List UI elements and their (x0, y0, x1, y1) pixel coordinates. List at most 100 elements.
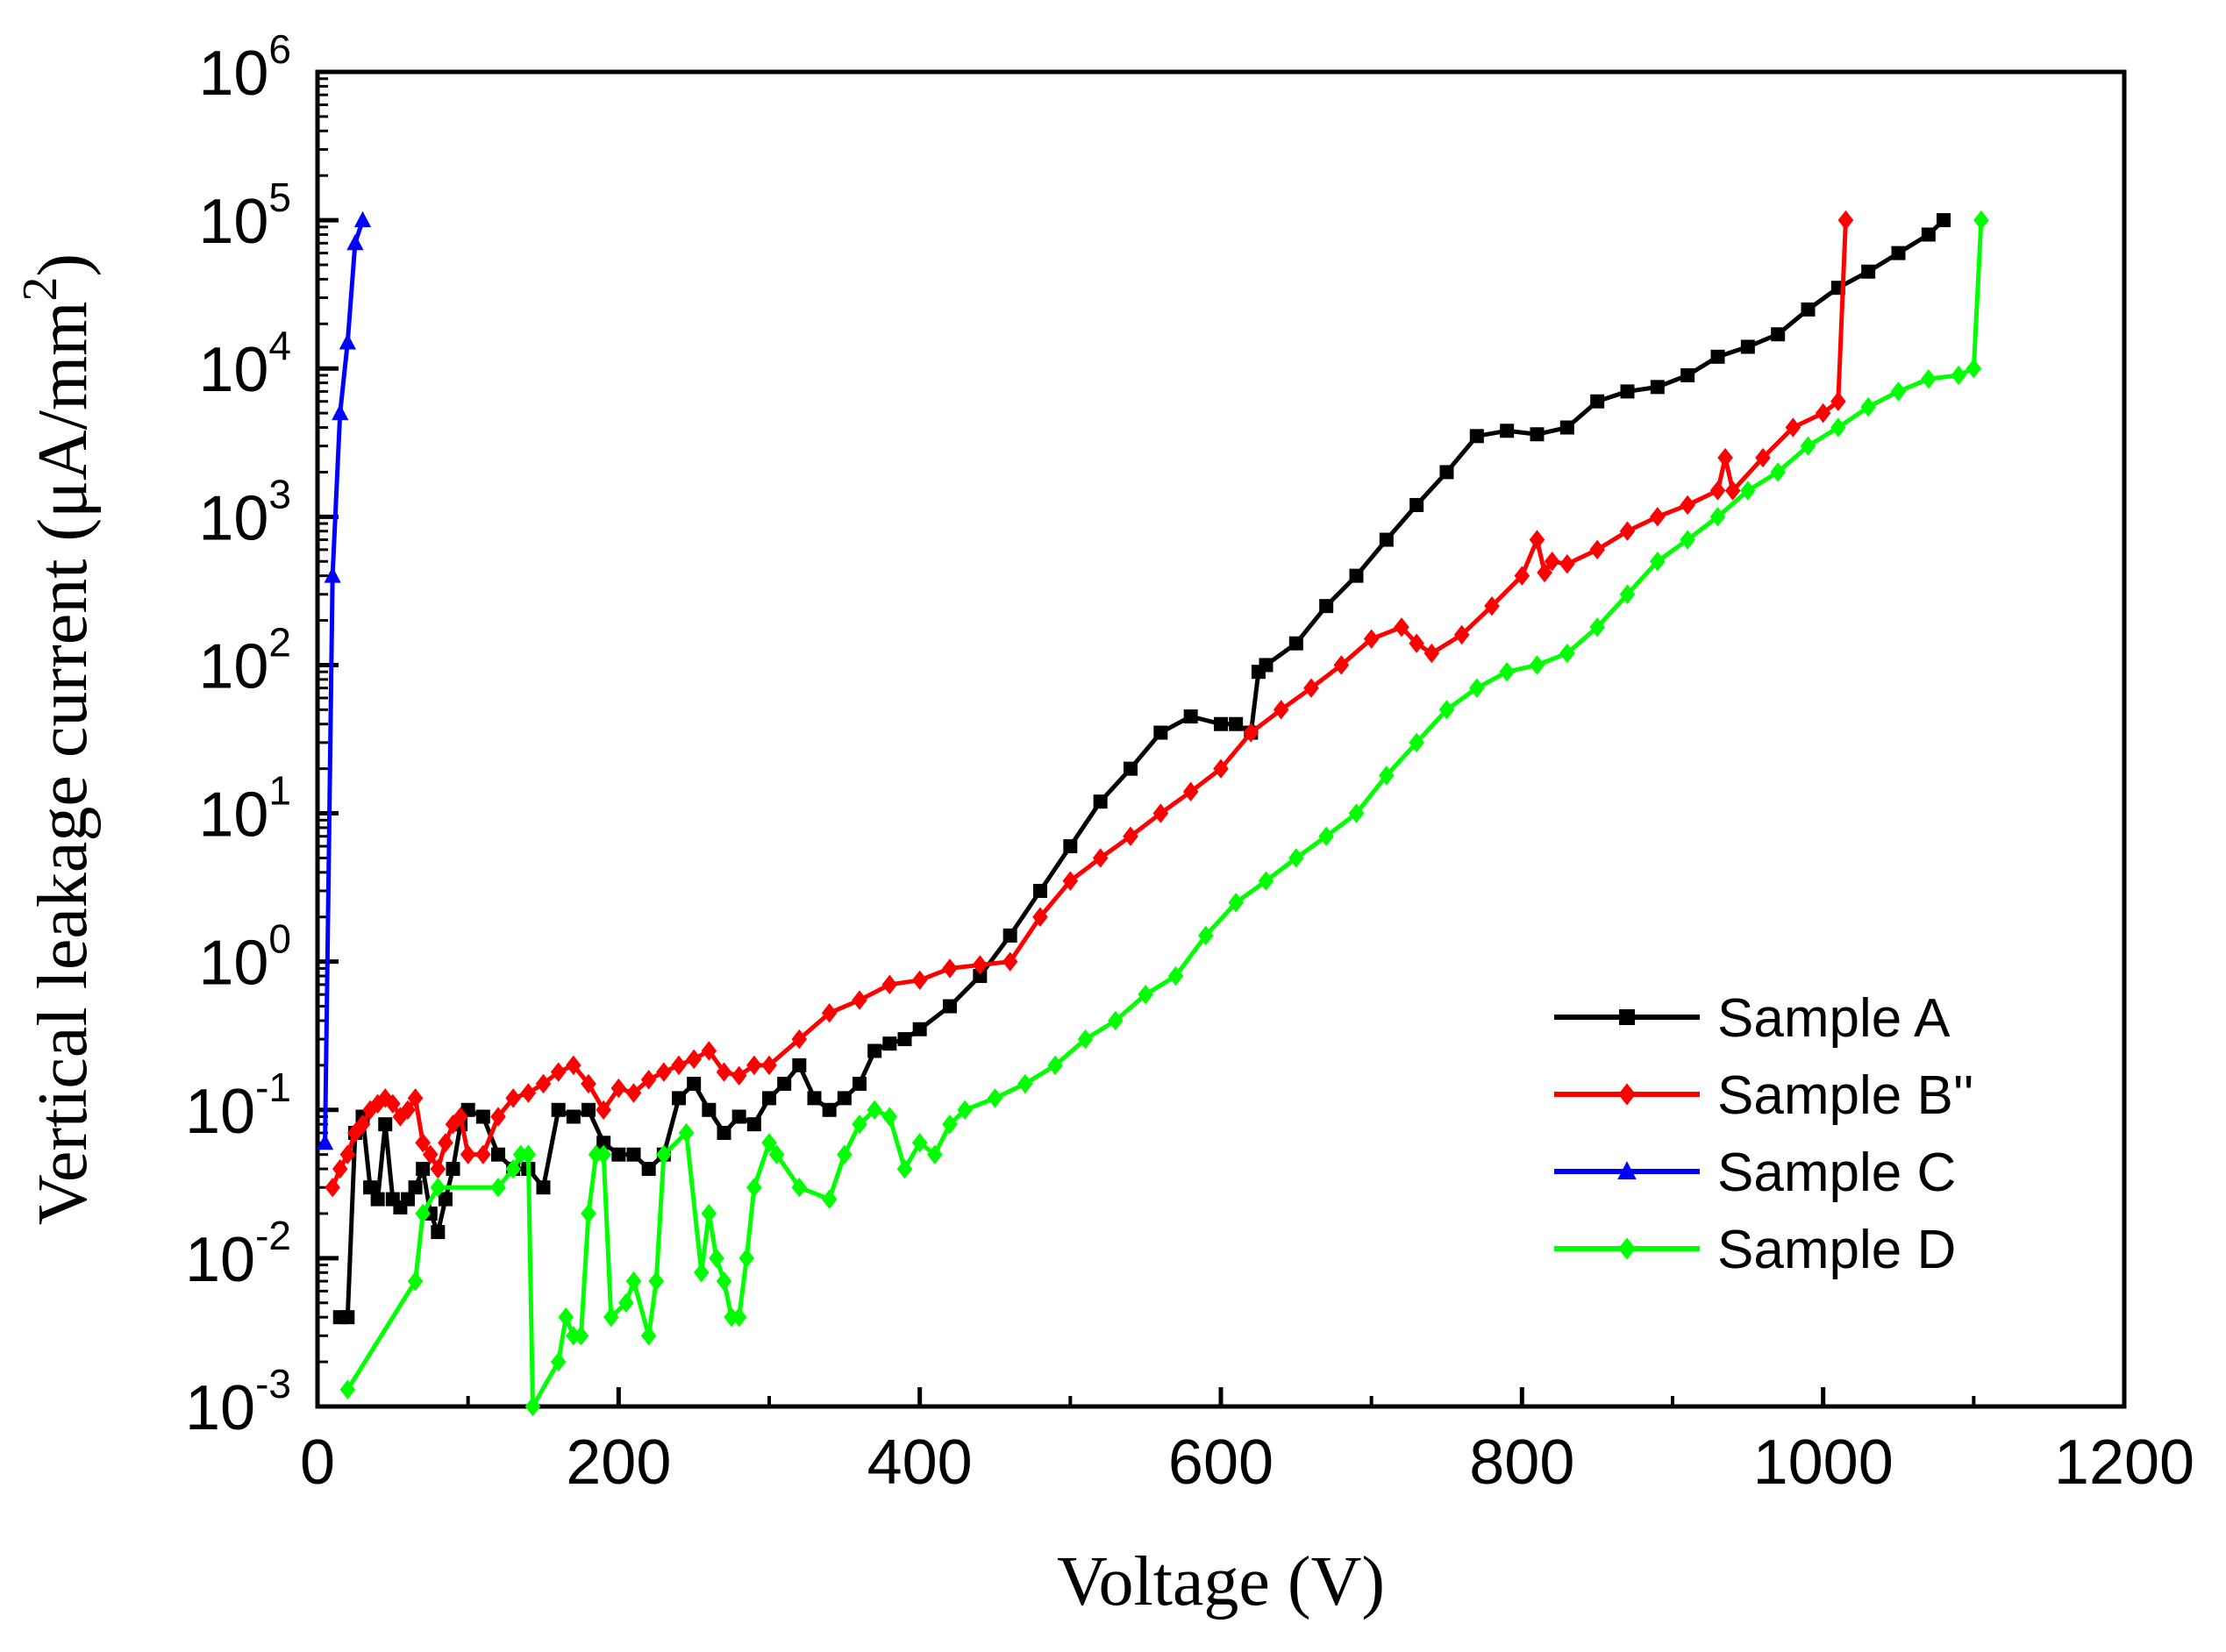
data-point (431, 1225, 446, 1240)
data-point (1092, 848, 1109, 868)
data-point (716, 1271, 732, 1292)
data-point (1469, 678, 1485, 698)
data-point (581, 1073, 596, 1094)
data-point (1093, 794, 1108, 809)
legend-item: Sample A (1554, 988, 1951, 1049)
data-point (1124, 761, 1138, 776)
data-point (987, 1088, 1003, 1108)
data-point (807, 1091, 822, 1106)
data-point (339, 1379, 356, 1399)
data-point (1830, 391, 1846, 411)
data-point (377, 1088, 394, 1108)
data-point (1589, 617, 1605, 637)
data-point (1618, 1237, 1636, 1260)
plot-frame (315, 69, 2127, 1409)
data-point (943, 999, 957, 1014)
series-layer (316, 210, 1989, 1417)
x-tick-label: 800 (1469, 1428, 1574, 1498)
data-point (550, 1351, 567, 1372)
data-point (702, 1102, 717, 1117)
y-axis-title-main: Vertical leakage current (μA/mm (25, 302, 102, 1226)
data-point (973, 969, 988, 984)
data-point (640, 1326, 657, 1346)
data-point (746, 1117, 761, 1132)
data-point (362, 1100, 378, 1120)
x-tick-label: 1200 (2054, 1428, 2194, 1498)
data-point (1617, 1161, 1637, 1179)
data-point (1063, 839, 1078, 854)
data-point (460, 1144, 476, 1164)
series-sample-c (316, 210, 372, 1150)
data-point (430, 1158, 446, 1179)
data-point (911, 970, 928, 990)
data-point (1589, 539, 1605, 560)
data-point (1837, 210, 1854, 231)
data-point (1333, 655, 1350, 675)
series-sample-b (325, 210, 1854, 1198)
data-point (369, 1093, 386, 1114)
y-tick-label: 106 (198, 26, 291, 109)
data-point (927, 1144, 943, 1164)
legend-item: Sample D (1554, 1220, 1956, 1280)
y-tick-label: 10-1 (185, 1065, 291, 1147)
data-point (370, 1192, 385, 1207)
data-point (1951, 365, 1966, 386)
data-point (1228, 893, 1244, 913)
data-point (1288, 636, 1303, 651)
data-point (837, 1144, 853, 1164)
data-point (1890, 381, 1907, 402)
x-axis-title: Voltage (V) (1057, 1543, 1385, 1620)
data-point (1047, 1055, 1063, 1076)
data-point (762, 1091, 776, 1106)
data-point (1409, 732, 1424, 753)
data-point (746, 1178, 762, 1198)
data-point (1740, 339, 1755, 354)
data-point (1771, 327, 1786, 342)
data-point (1544, 552, 1560, 572)
x-tick-label: 0 (300, 1428, 335, 1498)
data-point (1423, 643, 1440, 664)
data-point (438, 1133, 453, 1153)
data-point (1860, 396, 1876, 417)
data-point (821, 1003, 838, 1023)
data-point (1619, 584, 1636, 604)
data-point (1680, 530, 1695, 550)
data-point (475, 1144, 491, 1164)
data-point (325, 1178, 340, 1198)
y-tick-label: 104 (198, 323, 291, 405)
data-point (791, 1178, 808, 1198)
y-axis-title-close: ) (25, 253, 102, 277)
data-point (852, 990, 867, 1010)
data-point (566, 1109, 581, 1124)
data-point (1709, 481, 1726, 501)
data-point (1002, 928, 1017, 943)
data-point (1062, 871, 1079, 891)
data-point (687, 1076, 702, 1091)
data-point (1650, 507, 1666, 527)
data-point (738, 1248, 755, 1269)
data-point (852, 1114, 867, 1135)
data-point (353, 210, 372, 228)
data-point (415, 1133, 431, 1153)
data-point (867, 1100, 882, 1120)
data-point (1348, 803, 1365, 823)
data-point (777, 1076, 792, 1091)
data-point (1123, 826, 1138, 846)
data-point (438, 1192, 453, 1207)
data-point (596, 1144, 611, 1164)
data-point (1559, 554, 1575, 574)
data-point (1755, 447, 1771, 468)
data-point (1620, 384, 1635, 399)
y-axis-title: Vertical leakage current (μA/mm2) (13, 253, 102, 1225)
data-point (1529, 655, 1545, 675)
data-point (792, 1057, 807, 1072)
data-point (524, 1396, 541, 1417)
data-point (853, 1076, 867, 1091)
data-point (709, 1248, 724, 1269)
data-point (1438, 700, 1455, 720)
data-point (972, 955, 988, 975)
data-point (1500, 424, 1515, 438)
y-tick-label: 105 (198, 174, 291, 257)
data-point (625, 1271, 642, 1292)
